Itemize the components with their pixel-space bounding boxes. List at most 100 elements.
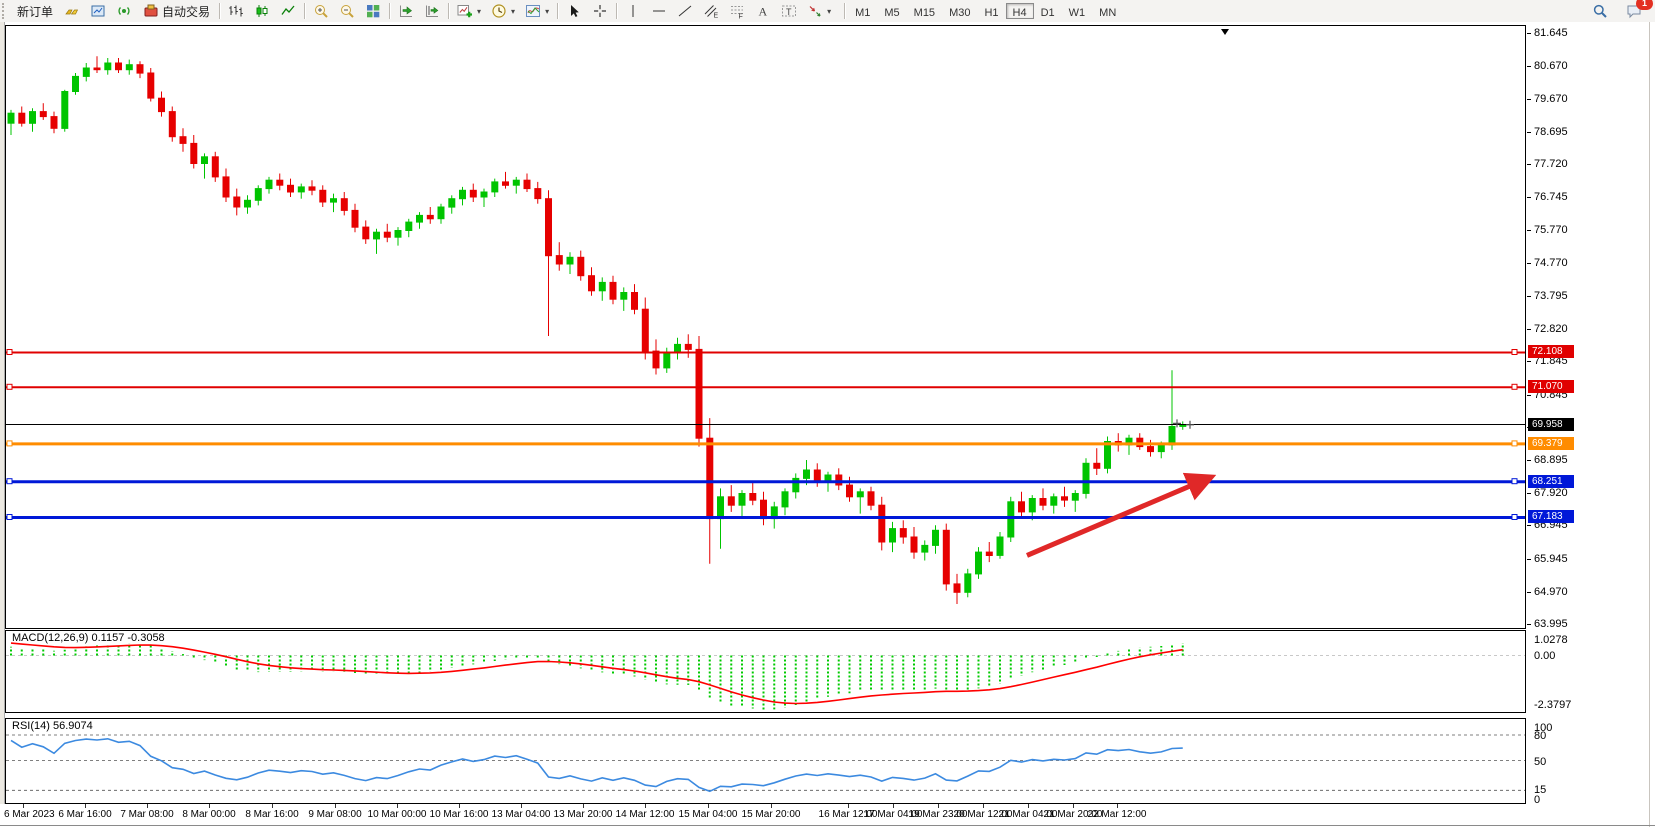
price-tick-label: 72.820: [1534, 323, 1568, 335]
time-tick-label: 22 Mar 12:00: [1087, 809, 1147, 820]
price-level-badge: 71.070: [1528, 380, 1574, 393]
timeframe-m30-button[interactable]: M30: [942, 3, 977, 19]
vline-button[interactable]: [620, 0, 646, 22]
price-tick-label: 63.995: [1534, 618, 1568, 630]
macd-tick-label: 0.00: [1534, 649, 1556, 662]
time-tick-label: 17 Mar 04:00: [863, 809, 923, 820]
timeframe-m5-button[interactable]: M5: [877, 3, 906, 19]
timeframe-m1-button[interactable]: M1: [848, 3, 877, 19]
svg-text:T: T: [786, 7, 792, 17]
notification-badge: 1: [1636, 0, 1653, 10]
search-button[interactable]: [1587, 0, 1613, 22]
timeframe-w1-button[interactable]: W1: [1062, 3, 1093, 19]
price-tick-label: 67.920: [1534, 487, 1568, 499]
svg-text:E: E: [714, 13, 719, 20]
new-order-label: 新订单: [17, 4, 54, 19]
time-tick-label: 8 Mar 16:00: [245, 809, 299, 820]
new-order-button[interactable]: 新订单: [12, 0, 58, 22]
cursor-button[interactable]: [561, 0, 587, 22]
gold-icon: [65, 9, 79, 15]
time-tick-label: 13 Mar 20:00: [553, 809, 613, 820]
signal-button[interactable]: [111, 0, 137, 22]
auto-trading-button[interactable]: 自动交易: [138, 0, 215, 22]
toolbar-gripper[interactable]: [2, 3, 9, 19]
arrows-button[interactable]: ▾: [802, 0, 836, 22]
time-axis[interactable]: 6 Mar 2023 6 Mar 16:00 7 Mar 08:00 8 Mar 00…: [0, 804, 1655, 827]
rsi-tick-label: 100: [1534, 722, 1553, 734]
timeframe-m15-button[interactable]: M15: [907, 3, 942, 19]
crosshair-icon: [594, 5, 607, 17]
arrows-icon: [809, 6, 821, 17]
label-button[interactable]: T: [776, 0, 802, 22]
price-tick-label: 76.745: [1534, 191, 1568, 203]
svg-text:F: F: [739, 14, 743, 20]
price-tick-label: 77.720: [1534, 158, 1568, 170]
timeframe-bar: M1 M5 M15 M30 H1 H4 D1 W1 MN: [841, 3, 1123, 19]
rsi-tick-label: 0: [1534, 794, 1541, 806]
chart-window: ▼ USOil-,H4 70.000 70.049 69.852 69.958 …: [0, 22, 1655, 827]
price-tick-label: 74.770: [1534, 257, 1568, 269]
price-tick-label: 80.670: [1534, 60, 1568, 72]
zoom-in-button[interactable]: [308, 0, 334, 22]
cursor-icon: [571, 5, 579, 17]
time-tick-label: 20 Mar 12:00: [953, 809, 1013, 820]
time-tick-label: 9 Mar 08:00: [308, 809, 362, 820]
price-tick-label: 68.895: [1534, 454, 1568, 466]
price-chart[interactable]: [5, 25, 1527, 630]
text-button[interactable]: A: [750, 0, 776, 22]
hline-button[interactable]: [646, 0, 672, 22]
terminal-button[interactable]: [85, 0, 111, 22]
price-level-badge: 68.251: [1528, 475, 1574, 488]
time-tick-label: 21 Mar 04:00: [998, 809, 1058, 820]
auto-scroll-button[interactable]: [393, 0, 419, 22]
chart-shift-button[interactable]: [419, 0, 445, 22]
toolbar: 新订单 自动交易 ▾ ▾ ▾ E F A T ▾ M1 M5 M15 M30 H1 H4 D1 W1 MN 1: [0, 0, 1655, 23]
periodicity-button[interactable]: ▾: [486, 0, 520, 22]
gold-button[interactable]: [59, 0, 85, 22]
zoom-in-icon: [315, 5, 328, 18]
auto-scroll-icon: [400, 5, 413, 17]
search-icon: [1593, 4, 1607, 18]
timeframe-h4-button[interactable]: H4: [1005, 3, 1034, 19]
toolbar-separator: [616, 3, 618, 19]
channel-button[interactable]: E: [698, 0, 724, 22]
macd-tick-label: -2.3797: [1534, 699, 1572, 711]
candles-chart-button[interactable]: [249, 0, 275, 22]
zoom-out-button[interactable]: [334, 0, 360, 22]
templates-button[interactable]: ▾: [520, 0, 554, 22]
line-chart-button[interactable]: [275, 0, 301, 22]
vline-icon: [632, 5, 634, 17]
notifications-button[interactable]: 1: [1621, 0, 1653, 22]
dropdown-caret-icon[interactable]: ▾: [511, 6, 516, 16]
fibonacci-button[interactable]: F: [724, 0, 750, 22]
timeframe-mn-button[interactable]: MN: [1092, 3, 1123, 19]
bars-chart-button[interactable]: [223, 0, 249, 22]
price-tick-label: 75.770: [1534, 224, 1568, 236]
rsi-indicator-panel[interactable]: [5, 718, 1527, 804]
timeframe-d1-button[interactable]: D1: [1034, 3, 1062, 19]
trendline-button[interactable]: [672, 0, 698, 22]
time-tick-label: 6 Mar 2023: [4, 809, 55, 820]
time-tick-label: 15 Mar 20:00: [741, 809, 801, 820]
toolbar-separator: [219, 3, 221, 19]
timeframe-h1-button[interactable]: H1: [977, 3, 1005, 19]
chart-shift-icon: [426, 5, 439, 17]
dropdown-caret-icon[interactable]: ▾: [827, 6, 832, 16]
time-tick-label: 7 Mar 08:00: [120, 809, 174, 820]
terminal-icon: [91, 5, 105, 17]
rsi-tick-label: 50: [1534, 755, 1547, 768]
search-icon: [1592, 3, 1608, 19]
hline-icon: [653, 10, 666, 12]
time-tick-label: 16 Mar 12:00: [818, 809, 878, 820]
macd-indicator-panel[interactable]: [5, 630, 1527, 713]
tile-windows-button[interactable]: [360, 0, 386, 22]
candles-chart-icon: [256, 5, 268, 17]
new-chart-button[interactable]: ▾: [452, 0, 486, 22]
scroll-position-marker: [1221, 29, 1229, 35]
trend-arrow-annotation: [1026, 472, 1217, 558]
dropdown-caret-icon[interactable]: ▾: [477, 6, 482, 16]
crosshair-button[interactable]: [587, 0, 613, 22]
dropdown-caret-icon[interactable]: ▾: [545, 6, 550, 16]
autotrade-icon: [144, 4, 158, 17]
